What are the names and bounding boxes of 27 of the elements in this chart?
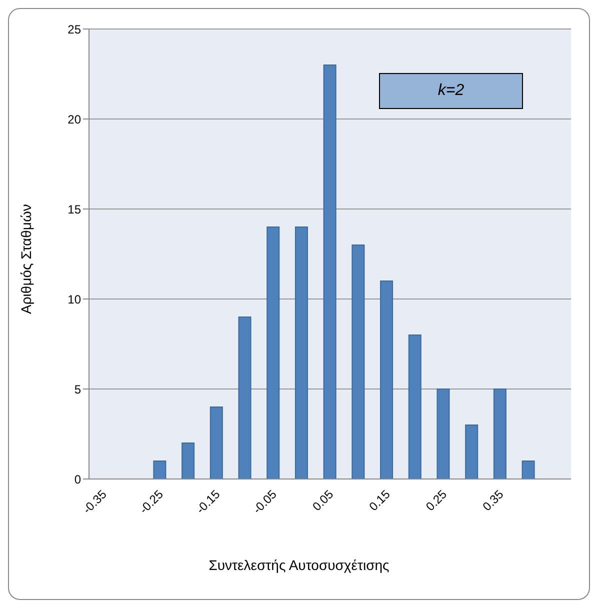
- bar: [266, 226, 280, 479]
- bar: [465, 424, 478, 479]
- x-tick-label: 0.35: [480, 486, 506, 514]
- y-tick-label: 15: [68, 202, 82, 216]
- x-tick-label: 0.15: [366, 486, 394, 514]
- y-tick-label: 0: [74, 472, 82, 486]
- y-tick-label: 5: [74, 382, 82, 396]
- y-tick-label: 10: [68, 292, 82, 306]
- bar: [238, 316, 252, 479]
- y-axis-title: Αριθμός Σταθμών: [18, 204, 34, 314]
- bar: [323, 64, 336, 479]
- bar: [182, 442, 195, 479]
- bar: [522, 460, 535, 479]
- bar: [294, 226, 308, 479]
- text-box: k=2: [379, 73, 523, 109]
- bar: [408, 334, 422, 479]
- x-tick-label: 0.25: [423, 486, 450, 514]
- bar: [380, 280, 394, 479]
- bar: [352, 244, 365, 479]
- bar: [436, 388, 450, 479]
- y-tick-label: 20: [68, 112, 82, 126]
- bar: [210, 406, 223, 479]
- x-tick-label: 0.05: [310, 486, 336, 514]
- y-tick-label: 25: [68, 22, 82, 36]
- bar: [153, 460, 166, 479]
- bar: [493, 388, 506, 479]
- x-axis-title: Συντελεστής Αυτοσυσχέτισης: [208, 557, 390, 573]
